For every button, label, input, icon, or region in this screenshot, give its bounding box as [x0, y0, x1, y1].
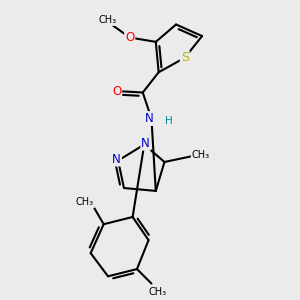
Text: N: N	[112, 153, 121, 166]
Text: CH₃: CH₃	[192, 150, 210, 160]
Text: S: S	[181, 51, 189, 64]
Text: H: H	[165, 116, 173, 126]
Text: N: N	[141, 137, 150, 150]
Text: CH₃: CH₃	[99, 15, 117, 25]
Text: O: O	[125, 31, 134, 44]
Text: N: N	[145, 112, 154, 125]
Text: CH₃: CH₃	[148, 287, 166, 297]
Text: O: O	[112, 85, 121, 98]
Text: CH₃: CH₃	[76, 197, 94, 208]
